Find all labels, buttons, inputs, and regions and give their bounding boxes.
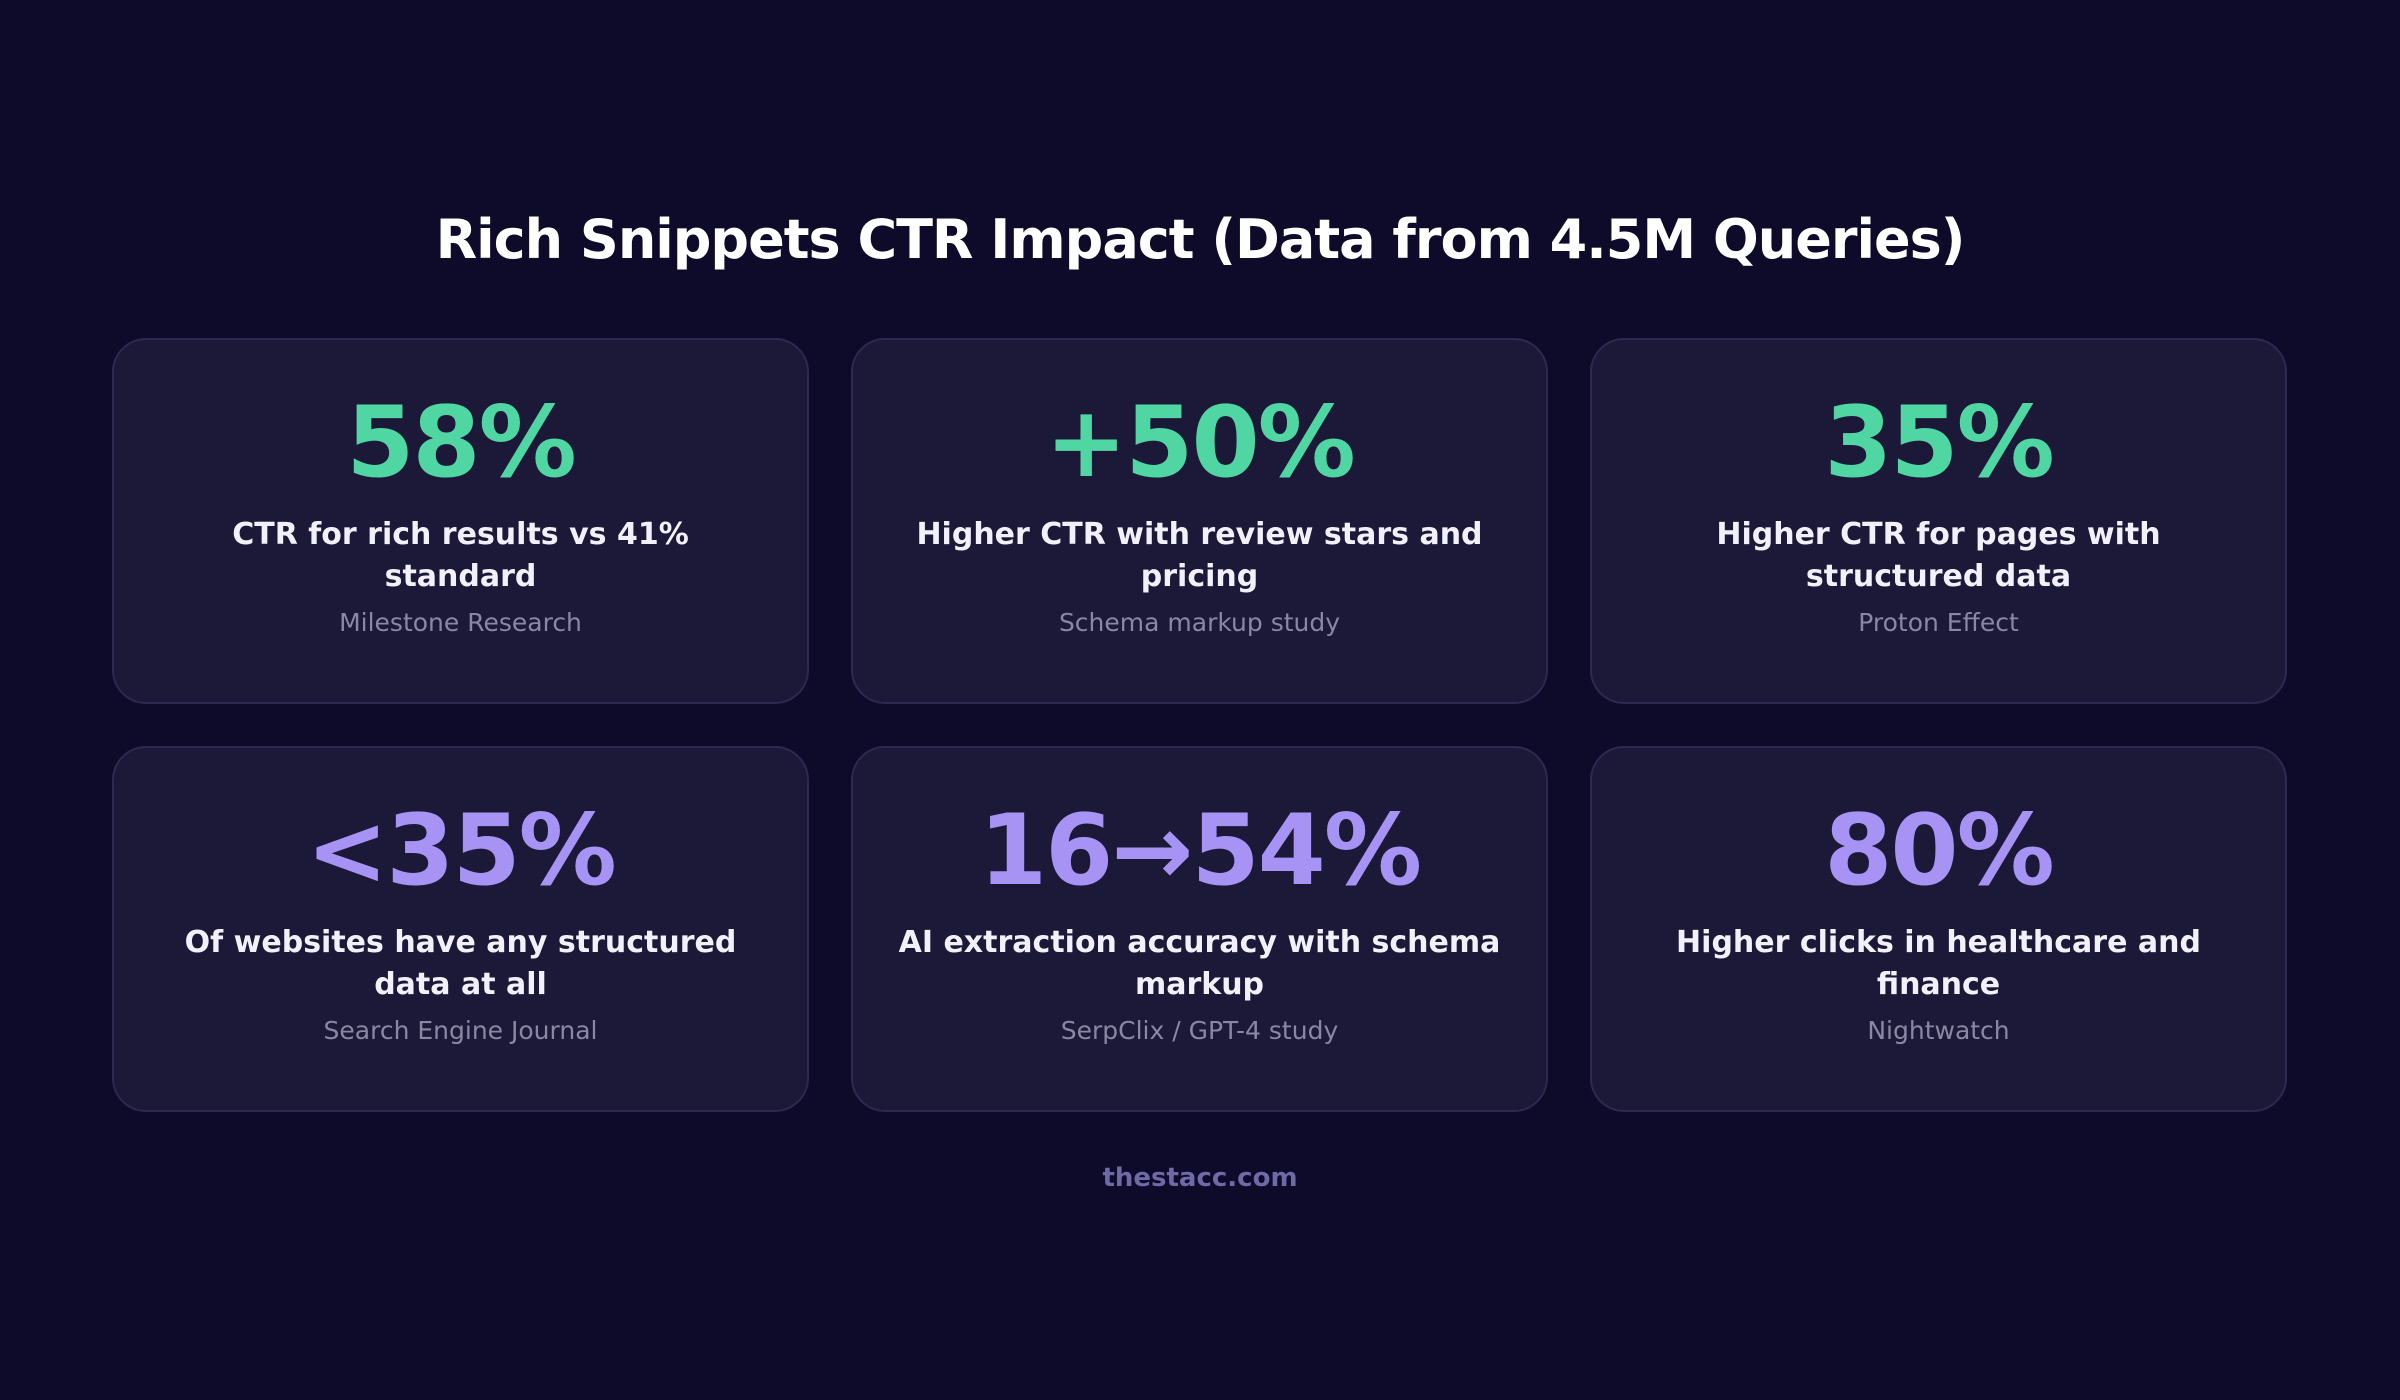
stat-description: Higher clicks in healthcare and finance — [1676, 925, 2201, 1002]
stat-source: SerpClix / GPT-4 study — [1060, 1016, 1339, 1045]
stat-value: 16→54% — [978, 794, 1422, 908]
stat-card: 35% Higher CTR for pages with structured… — [1590, 338, 2287, 704]
stat-description: Of websites have any structured data at … — [184, 925, 737, 1002]
stat-card: 80% Higher clicks in healthcare and fina… — [1590, 746, 2287, 1112]
stat-value: 58% — [346, 386, 577, 500]
stat-card: +50% Higher CTR with review stars and pr… — [851, 338, 1548, 704]
stat-source: Search Engine Journal — [323, 1016, 598, 1045]
stat-value: 35% — [1824, 386, 2055, 500]
stat-description: CTR for rich results vs 41% standard — [232, 517, 689, 594]
stat-value: <35% — [306, 794, 617, 908]
stat-source: Schema markup study — [1058, 608, 1341, 637]
stat-description: Higher CTR for pages with structured dat… — [1716, 517, 2161, 594]
stat-source: Milestone Research — [339, 608, 582, 637]
stat-card: 16→54% AI extraction accuracy with schem… — [851, 746, 1548, 1112]
page-title: Rich Snippets CTR Impact (Data from 4.5M… — [435, 208, 1966, 271]
stat-source: Proton Effect — [1858, 608, 2019, 637]
stat-card: <35% Of websites have any structured dat… — [112, 746, 809, 1112]
stat-value: 80% — [1824, 794, 2055, 908]
stats-grid: 58% CTR for rich results vs 41% standard… — [112, 338, 2288, 1112]
footer-site-link[interactable]: thestacc.com — [1102, 1163, 1298, 1193]
stat-description: Higher CTR with review stars and pricing — [916, 517, 1483, 594]
stat-value: +50% — [1045, 386, 1356, 500]
stat-description: AI extraction accuracy with schema marku… — [898, 925, 1501, 1002]
stat-source: Nightwatch — [1867, 1016, 2010, 1045]
stat-card: 58% CTR for rich results vs 41% standard… — [112, 338, 809, 704]
